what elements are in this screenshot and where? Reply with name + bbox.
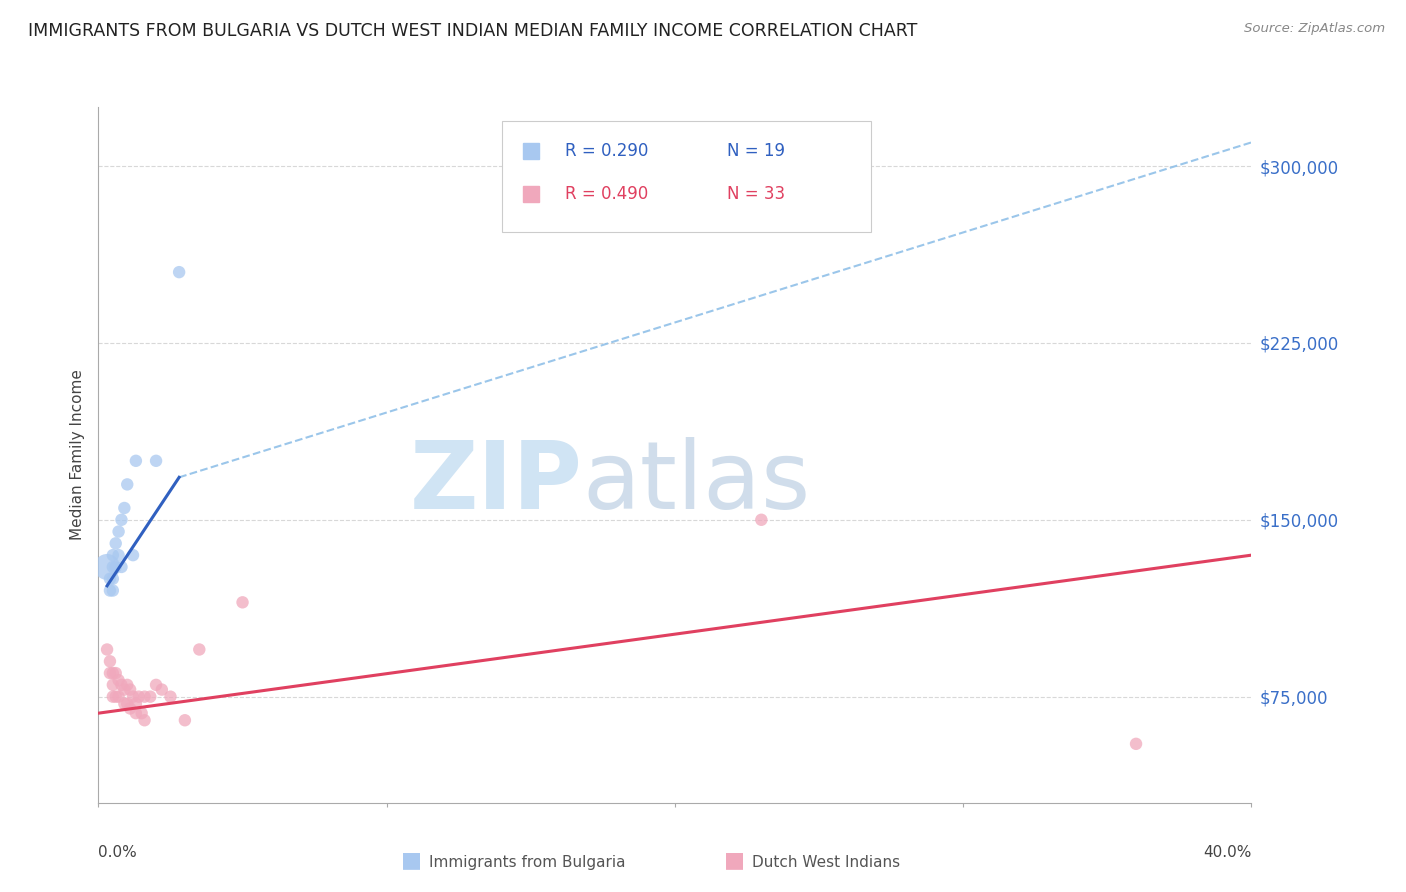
Point	[122, 548, 145, 562]
Point	[110, 513, 132, 527]
Point	[96, 560, 118, 574]
FancyBboxPatch shape	[502, 121, 870, 232]
Point	[98, 654, 121, 668]
Point	[101, 678, 124, 692]
Text: R = 0.290: R = 0.290	[565, 142, 648, 160]
Point	[101, 560, 124, 574]
Y-axis label: Median Family Income: Median Family Income	[70, 369, 86, 541]
Point	[101, 690, 124, 704]
Point	[145, 678, 167, 692]
Point	[107, 690, 129, 704]
Point	[751, 513, 773, 527]
Point	[134, 690, 156, 704]
Text: ■: ■	[724, 850, 745, 870]
Point	[96, 642, 118, 657]
Text: Dutch West Indians: Dutch West Indians	[752, 855, 900, 870]
Point	[117, 477, 139, 491]
Text: N = 19: N = 19	[727, 142, 785, 160]
Text: N = 33: N = 33	[727, 185, 785, 203]
Point	[104, 666, 127, 681]
Point	[125, 697, 148, 711]
Point	[117, 678, 139, 692]
Point	[1125, 737, 1147, 751]
Point	[174, 713, 197, 727]
Point	[101, 666, 124, 681]
Point	[150, 682, 173, 697]
Text: IMMIGRANTS FROM BULGARIA VS DUTCH WEST INDIAN MEDIAN FAMILY INCOME CORRELATION C: IMMIGRANTS FROM BULGARIA VS DUTCH WEST I…	[28, 22, 918, 40]
Text: atlas: atlas	[582, 437, 811, 529]
Text: ■: ■	[401, 850, 422, 870]
Point	[112, 682, 135, 697]
Point	[231, 595, 254, 609]
Point	[107, 673, 129, 688]
Point	[98, 572, 121, 586]
Point	[110, 678, 132, 692]
Text: Source: ZipAtlas.com: Source: ZipAtlas.com	[1244, 22, 1385, 36]
Point	[112, 697, 135, 711]
Point	[125, 706, 148, 721]
Point	[98, 666, 121, 681]
Point	[117, 697, 139, 711]
Point	[159, 690, 181, 704]
Point	[110, 560, 132, 574]
Point	[104, 536, 127, 550]
Point	[122, 690, 145, 704]
Text: ZIP: ZIP	[409, 437, 582, 529]
Point	[101, 572, 124, 586]
Point	[145, 454, 167, 468]
Point	[107, 548, 129, 562]
Point	[120, 701, 142, 715]
Point	[131, 706, 153, 721]
Point	[125, 454, 148, 468]
Point	[101, 583, 124, 598]
Point	[128, 690, 150, 704]
Point	[98, 583, 121, 598]
Point	[107, 524, 129, 539]
Text: 0.0%: 0.0%	[98, 845, 138, 860]
Text: 40.0%: 40.0%	[1204, 845, 1251, 860]
Point	[134, 713, 156, 727]
Text: Immigrants from Bulgaria: Immigrants from Bulgaria	[429, 855, 626, 870]
Point	[167, 265, 190, 279]
Point	[101, 548, 124, 562]
Point	[120, 682, 142, 697]
Point	[188, 642, 211, 657]
Point	[139, 690, 162, 704]
Text: R = 0.490: R = 0.490	[565, 185, 648, 203]
Point	[112, 500, 135, 515]
Point	[104, 560, 127, 574]
Point	[104, 690, 127, 704]
